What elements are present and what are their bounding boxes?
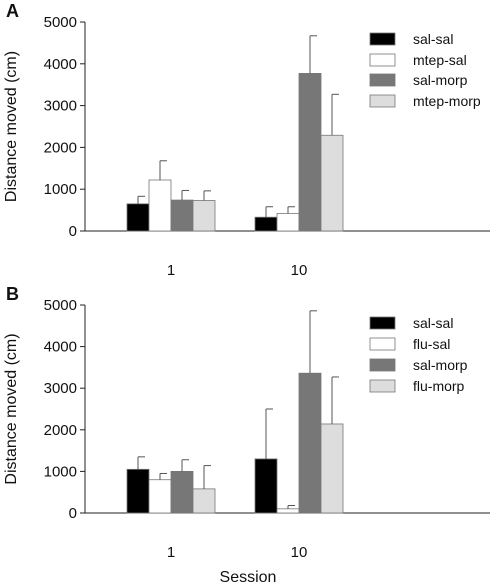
- y-tick-label: 4000: [44, 56, 77, 73]
- legend-swatch-mtep-morp: [369, 94, 396, 108]
- legend-label: sal-morp: [413, 357, 468, 373]
- y-tick-label: 2000: [44, 422, 77, 439]
- legend-swatch-flu-morp: [369, 379, 396, 393]
- legend-swatch-flu-sal: [369, 337, 396, 351]
- legend-label: sal-sal: [413, 31, 453, 47]
- bar-mtep-sal-10: [276, 213, 300, 232]
- bar-sal-sal-10: [254, 216, 278, 232]
- bar-flu-sal-10: [276, 508, 300, 514]
- bar-mtep-morp-10: [320, 134, 344, 232]
- legend-swatch-mtep-sal: [369, 53, 396, 67]
- x-axis-label: Session: [220, 569, 277, 586]
- chart-panel-b: B 0 1000 2000 3000 4000 5000 Distance moved (cm…: [3, 284, 490, 561]
- legend-swatch-sal-morp: [369, 358, 396, 372]
- bar-mtep-morp-1: [192, 200, 216, 232]
- y-tick-label: 0: [69, 505, 77, 522]
- legend-label: flu-sal: [413, 336, 450, 352]
- bar-sal-sal-1: [126, 468, 150, 514]
- bar-mtep-sal-1: [148, 179, 172, 232]
- y-tick-label: 3000: [44, 380, 77, 397]
- y-tick-label: 0: [69, 223, 77, 240]
- y-tick-label: 3000: [44, 98, 77, 115]
- bar-flu-morp-10: [320, 423, 344, 514]
- legend-swatch-sal-morp: [369, 73, 396, 87]
- bar-sal-morp-10: [298, 73, 322, 232]
- x-tick-label: 1: [167, 544, 175, 561]
- legend-label: mtep-sal: [413, 52, 467, 68]
- x-tick-label: 10: [291, 544, 308, 561]
- bar-flu-morp-1: [192, 488, 216, 514]
- legend-swatch-sal-sal: [369, 32, 396, 46]
- bar-sal-sal-10: [254, 458, 278, 514]
- legend-label: sal-morp: [413, 72, 468, 88]
- legend-label: flu-morp: [413, 378, 465, 394]
- panel-label: B: [6, 284, 19, 304]
- legend-swatch-sal-sal: [369, 316, 396, 330]
- y-tick-label: 5000: [44, 14, 77, 31]
- y-tick-label: 2000: [44, 139, 77, 156]
- y-axis-label: Distance moved (cm): [3, 333, 20, 484]
- x-tick-label: 10: [291, 262, 308, 279]
- panel-label: A: [6, 1, 19, 21]
- legend-label: sal-sal: [413, 315, 453, 331]
- x-tick-label: 1: [167, 262, 175, 279]
- y-axis-label: Distance moved (cm): [3, 51, 20, 202]
- bar-flu-sal-1: [148, 479, 172, 514]
- bar-sal-sal-1: [126, 203, 150, 232]
- bar-sal-morp-10: [298, 372, 322, 514]
- chart-panel-a: A 0 1000 2000 3000 4000 5000 Distance moved (cm…: [3, 1, 490, 279]
- y-tick-label: 1000: [44, 181, 77, 198]
- bar-sal-morp-1: [170, 199, 194, 232]
- y-tick-label: 4000: [44, 339, 77, 356]
- bar-sal-morp-1: [170, 470, 194, 514]
- y-tick-label: 5000: [44, 297, 77, 314]
- legend-label: mtep-morp: [413, 93, 481, 109]
- y-tick-label: 1000: [44, 463, 77, 480]
